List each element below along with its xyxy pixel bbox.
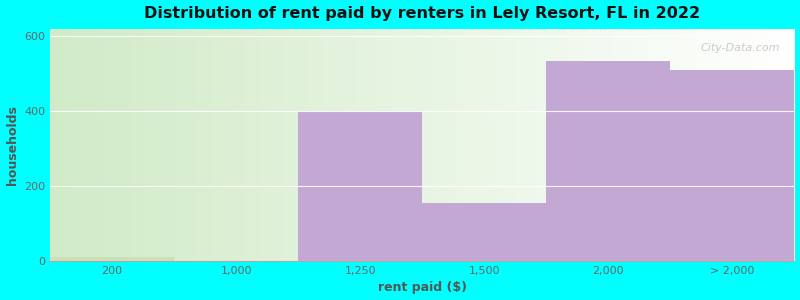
Bar — [670, 70, 794, 261]
Title: Distribution of rent paid by renters in Lely Resort, FL in 2022: Distribution of rent paid by renters in … — [144, 6, 700, 21]
Bar — [546, 61, 670, 261]
X-axis label: rent paid ($): rent paid ($) — [378, 281, 466, 294]
Y-axis label: households: households — [6, 105, 18, 185]
Bar — [422, 203, 546, 261]
Bar — [50, 257, 174, 261]
Text: City-Data.com: City-Data.com — [700, 43, 779, 52]
Bar — [298, 111, 422, 261]
